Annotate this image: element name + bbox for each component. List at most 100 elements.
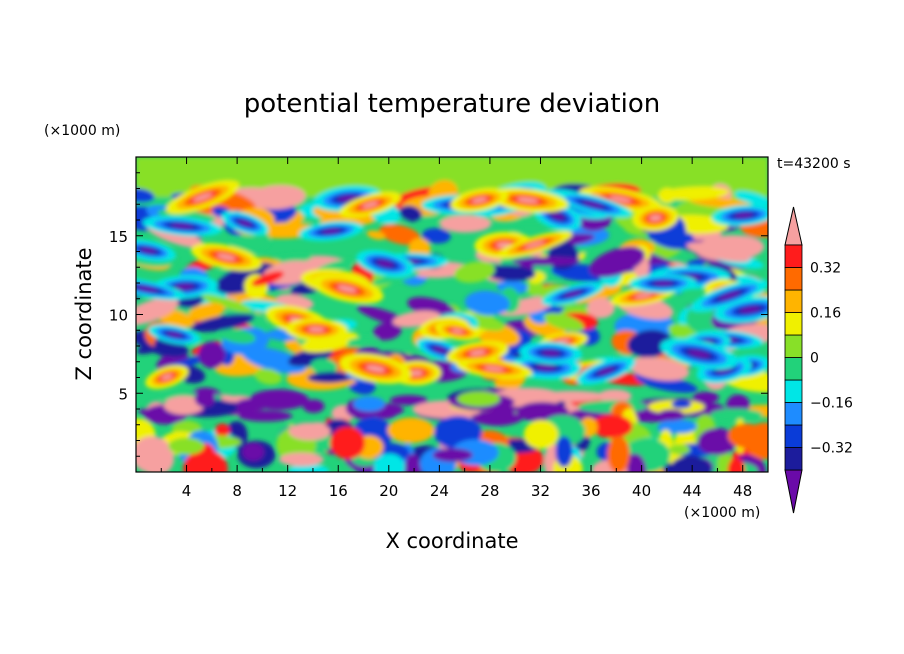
field-contour — [719, 291, 740, 300]
field-blob — [512, 256, 582, 266]
field-surface — [288, 422, 331, 441]
y-tick-label: 10 — [109, 307, 128, 325]
x-tick-label: 8 — [232, 482, 242, 500]
field-blob — [136, 188, 155, 203]
colorbar: 0.32 0.16 0 −0.16 −0.32 — [784, 206, 853, 514]
field-lowlevel — [710, 408, 763, 421]
field-blob — [628, 357, 690, 381]
field-contour — [688, 350, 710, 358]
field-contour — [175, 284, 194, 290]
field-contour — [556, 339, 570, 344]
field-surface — [330, 426, 365, 460]
field-surface — [387, 417, 435, 444]
field-surface — [242, 442, 265, 461]
field-lowlevel — [302, 399, 325, 413]
field-surface — [136, 436, 173, 472]
heatmap-field — [136, 157, 768, 472]
field-blob — [136, 297, 179, 326]
field-blob — [627, 329, 672, 358]
field-surface — [555, 436, 573, 468]
field-contour — [649, 215, 662, 221]
field-contour — [451, 328, 464, 334]
field-contour — [171, 223, 193, 229]
x-tick-label: 4 — [182, 482, 192, 500]
field-contour — [564, 291, 582, 297]
field-contour — [308, 327, 325, 332]
colorbar-tick-label: 0 — [810, 351, 819, 367]
field-contour — [433, 346, 446, 353]
field-surface — [214, 423, 230, 438]
field-surface — [523, 420, 559, 449]
field-blob — [310, 358, 338, 376]
colorbar-bin — [784, 312, 803, 336]
x-tick-label: 24 — [430, 482, 449, 500]
colorbar-tick-label: −0.32 — [810, 441, 853, 457]
field-contour — [161, 374, 173, 380]
colorbar-tick-label: 0.16 — [810, 306, 841, 322]
field-surface — [727, 423, 765, 449]
field-blob — [484, 264, 536, 282]
x-tick-label: 28 — [480, 482, 499, 500]
field-contour — [377, 260, 394, 267]
colorbar-tick-label: −0.16 — [810, 396, 853, 412]
field-blob — [188, 302, 225, 321]
colorbar-max-extension — [784, 206, 803, 246]
field-contour — [654, 281, 673, 286]
field-lowlevel — [389, 395, 428, 406]
field-contour — [337, 285, 357, 293]
y-tick-label: 5 — [118, 385, 128, 403]
field-blob — [241, 347, 307, 374]
field-contour — [338, 195, 357, 202]
field-lowlevel — [237, 396, 301, 408]
field-contour — [471, 197, 488, 203]
field-blob — [422, 228, 451, 244]
field-contour — [524, 241, 545, 248]
field-surface — [432, 448, 473, 462]
y-axis-title: Z coordinate — [72, 247, 96, 380]
colorbar-tick-label: 0.32 — [810, 261, 841, 277]
field-blob — [589, 246, 645, 278]
field-lowlevel — [657, 409, 685, 421]
field-contour — [409, 370, 423, 376]
field-surface — [168, 437, 205, 455]
x-tick-label: 36 — [581, 482, 600, 500]
field-blob — [543, 312, 584, 332]
field-blob — [307, 371, 354, 383]
field-blob — [686, 242, 751, 262]
colorbar-bin — [784, 447, 803, 471]
field-contour — [140, 247, 156, 254]
x-tick-label: 20 — [379, 482, 398, 500]
field-surface — [697, 428, 737, 456]
colorbar-bin — [784, 402, 803, 426]
field-contour — [362, 201, 379, 208]
x-tick-label: 16 — [329, 482, 348, 500]
field-surface — [404, 453, 421, 472]
field-blob — [586, 297, 615, 319]
y-axis-ticks: 5 10 15 — [109, 172, 768, 457]
field-blob — [658, 186, 729, 201]
field-surface — [665, 419, 697, 434]
y-tick-label: 15 — [109, 228, 128, 246]
field-blob — [399, 205, 423, 222]
field-contour — [216, 253, 236, 261]
field-contour — [735, 213, 753, 218]
field-contour — [365, 365, 386, 373]
colorbar-bin — [784, 289, 803, 313]
field-blob — [379, 224, 421, 246]
field-contour — [192, 193, 213, 202]
field-surface — [669, 444, 691, 455]
field-contour — [634, 293, 653, 299]
colorbar-min-extension — [784, 469, 803, 514]
field-blob — [201, 294, 252, 312]
colorbar-bin — [784, 334, 803, 358]
field-blobs — [136, 157, 768, 472]
field-lowlevel — [353, 396, 386, 412]
field-surface — [183, 449, 228, 472]
x-axis-title: X coordinate — [385, 529, 518, 553]
colorbar-bin — [784, 267, 803, 291]
field-contour — [582, 201, 604, 208]
x-tick-label: 48 — [733, 482, 752, 500]
colorbar-bin — [784, 424, 803, 448]
